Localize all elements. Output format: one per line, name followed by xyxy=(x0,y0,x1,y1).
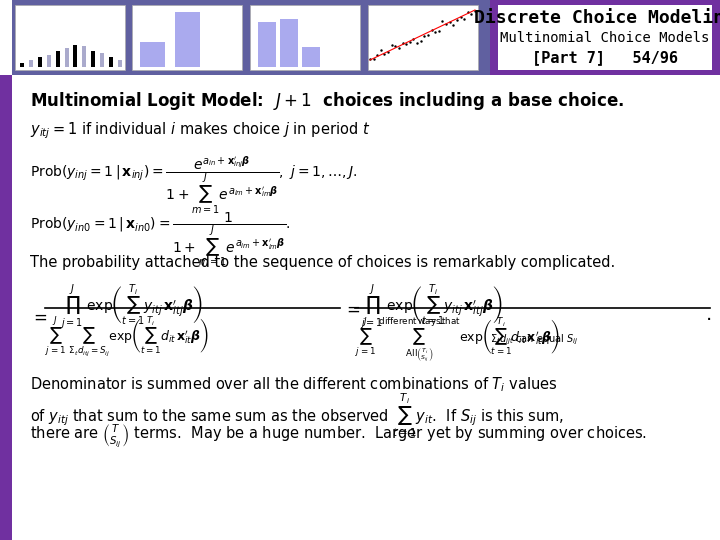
Text: Denominator is summed over all the different combinations of $T_i$ values: Denominator is summed over all the diffe… xyxy=(30,375,558,394)
FancyBboxPatch shape xyxy=(100,53,104,67)
Text: $\prod_{j=1}^{J}\ \exp\!\left(\sum_{t=1}^{T_i} y_{itj}\,\mathbf{x}_{itj}^{\prime: $\prod_{j=1}^{J}\ \exp\!\left(\sum_{t=1}… xyxy=(60,282,203,331)
Text: $=$: $=$ xyxy=(343,300,361,318)
FancyBboxPatch shape xyxy=(302,47,320,67)
Text: $\Sigma_t d_{ijt}\ \mathrm{can\ equal}\ S_{ij}$: $\Sigma_t d_{ijt}\ \mathrm{can\ equal}\ … xyxy=(490,333,578,347)
FancyBboxPatch shape xyxy=(65,48,68,67)
FancyBboxPatch shape xyxy=(55,51,60,67)
Text: Multinomial Choice Models: Multinomial Choice Models xyxy=(500,31,710,45)
FancyBboxPatch shape xyxy=(175,12,200,67)
FancyBboxPatch shape xyxy=(91,51,95,67)
FancyBboxPatch shape xyxy=(15,5,125,70)
FancyBboxPatch shape xyxy=(490,0,720,75)
FancyBboxPatch shape xyxy=(82,46,86,67)
FancyBboxPatch shape xyxy=(109,57,113,67)
FancyBboxPatch shape xyxy=(498,5,712,70)
FancyBboxPatch shape xyxy=(0,75,12,540)
Text: $\prod_{j=1}^{J}\ \exp\!\left(\sum_{t=1}^{T_i} y_{itj}\,\mathbf{x}_{itj}^{\prime: $\prod_{j=1}^{J}\ \exp\!\left(\sum_{t=1}… xyxy=(360,282,503,331)
Text: $\sum_{j=1}^{J}\ \sum_{\mathrm{All}\binom{T_i}{S_{ij}}}^{{\rm different\,ways\,t: $\sum_{j=1}^{J}\ \sum_{\mathrm{All}\bino… xyxy=(355,315,559,364)
Text: [Part 7]   54/96: [Part 7] 54/96 xyxy=(532,51,678,65)
Text: of $y_{itj}$ that sum to the same sum as the observed $\sum_{t=1}^{T_i} y_{it}$.: of $y_{itj}$ that sum to the same sum as… xyxy=(30,392,564,439)
FancyBboxPatch shape xyxy=(118,60,122,67)
FancyBboxPatch shape xyxy=(140,42,165,67)
Text: Multinomial Logit Model:  $J+1$  choices including a base choice.: Multinomial Logit Model: $J+1$ choices i… xyxy=(30,90,624,112)
FancyBboxPatch shape xyxy=(29,60,33,67)
FancyBboxPatch shape xyxy=(47,55,50,67)
FancyBboxPatch shape xyxy=(368,5,478,70)
FancyBboxPatch shape xyxy=(280,19,298,67)
FancyBboxPatch shape xyxy=(132,5,242,70)
FancyBboxPatch shape xyxy=(250,5,360,70)
FancyBboxPatch shape xyxy=(20,63,24,67)
Text: $y_{itj} = 1$ if individual $i$ makes choice $j$ in period $t$: $y_{itj} = 1$ if individual $i$ makes ch… xyxy=(30,120,370,140)
FancyBboxPatch shape xyxy=(12,75,720,540)
Text: $\sum_{j=1}^{J}\ \sum_{\Sigma_t d_{itj} = S_{ij}} \exp\!\left(\sum_{t=1}^{T_i} d: $\sum_{j=1}^{J}\ \sum_{\Sigma_t d_{itj} … xyxy=(45,315,209,360)
Text: there are $\binom{T}{S_{ij}}$ terms.  May be a huge number.  Larger yet by summi: there are $\binom{T}{S_{ij}}$ terms. May… xyxy=(30,422,647,449)
FancyBboxPatch shape xyxy=(12,0,490,75)
Text: $\mathrm{Prob}(y_{in0} = 1\,|\,\mathbf{x}_{in0}) = \dfrac{1}{1 + \sum_{m=1}^{J} : $\mathrm{Prob}(y_{in0} = 1\,|\,\mathbf{x… xyxy=(30,210,291,268)
Text: $=$: $=$ xyxy=(30,308,48,326)
FancyBboxPatch shape xyxy=(73,45,78,67)
Text: $.$: $.$ xyxy=(705,305,711,324)
Text: The probability attached to the sequence of choices is remarkably complicated.: The probability attached to the sequence… xyxy=(30,255,616,270)
Text: Discrete Choice Modeling: Discrete Choice Modeling xyxy=(474,9,720,28)
Text: $\mathrm{Prob}(y_{inj} = 1\,|\,\mathbf{x}_{inj}) = \dfrac{e^{a_{in} + \mathbf{x}: $\mathrm{Prob}(y_{inj} = 1\,|\,\mathbf{x… xyxy=(30,155,357,217)
FancyBboxPatch shape xyxy=(38,57,42,67)
FancyBboxPatch shape xyxy=(258,22,276,67)
